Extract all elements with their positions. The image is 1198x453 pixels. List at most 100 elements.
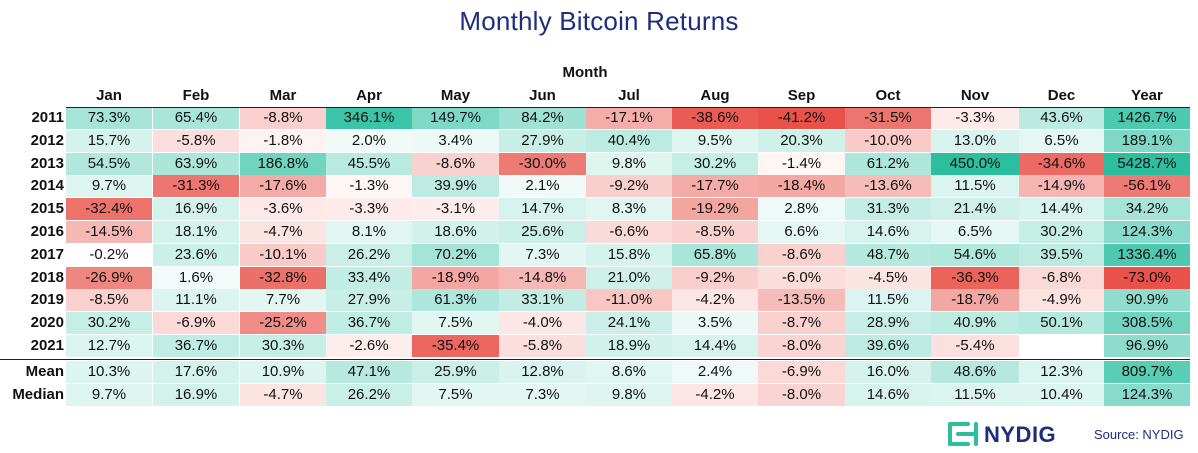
heatmap-cell: -5.4% (931, 335, 1019, 357)
heatmap-cell: 7.3% (499, 243, 586, 266)
heatmap-cell: -8.0% (758, 383, 845, 406)
heatmap-cell: 28.9% (845, 312, 931, 335)
logo-text: NYDIG (984, 422, 1057, 447)
heatmap-cell: -4.7% (240, 383, 326, 406)
heatmap-cell: 39.5% (1019, 243, 1104, 266)
row-label: 2014 (30, 177, 64, 195)
heatmap-cell: 6.5% (931, 221, 1019, 243)
heatmap-cell: 9.8% (586, 383, 672, 406)
heatmap-cell: 45.5% (326, 152, 412, 175)
heatmap-cell: 9.7% (66, 175, 152, 198)
heatmap-cell: 12.8% (499, 360, 586, 383)
heatmap-cell: 6.5% (1019, 129, 1104, 152)
heatmap-cell: -8.0% (758, 335, 845, 357)
heatmap-cell: -4.9% (1019, 289, 1104, 312)
heatmap-cell: 2.0% (326, 129, 412, 152)
heatmap-cell: 18.6% (412, 221, 499, 243)
heatmap-cell: 20.3% (758, 129, 845, 152)
summary-rule (0, 358, 1190, 360)
heatmap-cell: 14.7% (499, 198, 586, 221)
source-note: Source: NYDIG (1094, 427, 1184, 442)
heatmap-cell: -36.3% (931, 266, 1019, 289)
heatmap-cell: 30.3% (240, 335, 326, 357)
heatmap-cell: 21.0% (586, 266, 672, 289)
heatmap-cell: 73.3% (66, 107, 152, 129)
row-label: 2016 (30, 223, 64, 240)
heatmap-cell: -3.1% (412, 198, 499, 221)
heatmap-cell: 54.5% (66, 152, 152, 175)
heatmap-cell: -2.6% (326, 335, 412, 357)
heatmap-cell: -3.3% (326, 198, 412, 221)
heatmap-cell: 14.6% (845, 221, 931, 243)
heatmap-cell: -14.8% (499, 266, 586, 289)
heatmap-cell: -1.8% (240, 129, 326, 152)
heatmap-cell: -19.2% (672, 198, 758, 221)
heatmap-cell: -5.8% (499, 335, 586, 357)
heatmap-cell: 96.9% (1104, 335, 1190, 357)
heatmap-cell: 27.9% (326, 289, 412, 312)
heatmap-cell: 30.2% (1019, 221, 1104, 243)
heatmap-cell: 10.4% (1019, 383, 1104, 406)
heatmap-cell: -13.6% (845, 175, 931, 198)
heatmap-cell: 33.1% (499, 289, 586, 312)
nydig-logo-icon (948, 422, 978, 446)
heatmap-cell: -8.6% (412, 152, 499, 175)
heatmap-cell: -13.5% (758, 289, 845, 312)
heatmap-cell: 33.4% (326, 266, 412, 289)
heatmap-cell: 48.6% (931, 360, 1019, 383)
heatmap-cell: 308.5% (1104, 312, 1190, 335)
heatmap-cell: 450.0% (931, 152, 1019, 175)
heatmap-cell (1019, 335, 1104, 357)
heatmap-cell: 189.1% (1104, 129, 1190, 152)
row-label: 2012 (30, 131, 64, 149)
heatmap-cell: 15.7% (66, 129, 152, 152)
heatmap-cell: -4.2% (672, 289, 758, 312)
column-header-year: Year (1131, 87, 1163, 104)
row-label: 2021 (30, 337, 64, 354)
column-header-jul: Jul (618, 87, 640, 104)
column-header-oct: Oct (875, 87, 901, 104)
heatmap-cell: 65.4% (153, 107, 239, 129)
column-header-may: May (440, 87, 471, 104)
heatmap-cell: 70.2% (412, 243, 499, 266)
heatmap-cell: -4.7% (240, 221, 326, 243)
heatmap-cell: 18.1% (153, 221, 239, 243)
heatmap-cell: 8.6% (586, 360, 672, 383)
heatmap-cell: 9.7% (66, 383, 152, 406)
heatmap-cell: -31.3% (153, 175, 239, 198)
heatmap-cell: -17.7% (672, 175, 758, 198)
heatmap-cell: 61.3% (412, 289, 499, 312)
column-header-mar: Mar (269, 87, 297, 104)
heatmap-cell: 11.1% (153, 289, 239, 312)
heatmap-cell: -38.6% (672, 107, 758, 129)
heatmap-cell: 7.5% (412, 312, 499, 335)
heatmap-cell: 10.9% (240, 360, 326, 383)
heatmap-cell: 36.7% (326, 312, 412, 335)
heatmap-cell: 39.6% (845, 335, 931, 357)
heatmap-cell: 90.9% (1104, 289, 1190, 312)
heatmap-cell: 11.5% (931, 383, 1019, 406)
heatmap-cell: -6.8% (1019, 266, 1104, 289)
heatmap-cell: -1.3% (326, 175, 412, 198)
heatmap-cell: 39.9% (412, 175, 499, 198)
heatmap-cell: 12.3% (1019, 360, 1104, 383)
heatmap-cell: -17.1% (586, 107, 672, 129)
heatmap-cell: 13.0% (931, 129, 1019, 152)
heatmap-cell: -35.4% (412, 335, 499, 357)
heatmap-cell: -6.0% (758, 266, 845, 289)
row-label: 2011 (31, 109, 64, 126)
column-header-dec: Dec (1047, 87, 1076, 104)
column-group-label: Month (562, 64, 608, 81)
heatmap-cell: 84.2% (499, 107, 586, 129)
heatmap-cell: -31.5% (845, 107, 931, 129)
heatmap-cell: 26.2% (326, 243, 412, 266)
heatmap-cell: -9.2% (672, 266, 758, 289)
row-label: 2020 (30, 314, 64, 332)
heatmap-cell: -8.5% (672, 221, 758, 243)
heatmap-cell: 2.4% (672, 360, 758, 383)
heatmap-cell: 50.1% (1019, 312, 1104, 335)
chart-title: Monthly Bitcoin Returns (459, 6, 739, 36)
heatmap-cell: 8.1% (326, 221, 412, 243)
heatmap-cell: -17.6% (240, 175, 326, 198)
header-rule (66, 107, 1190, 108)
